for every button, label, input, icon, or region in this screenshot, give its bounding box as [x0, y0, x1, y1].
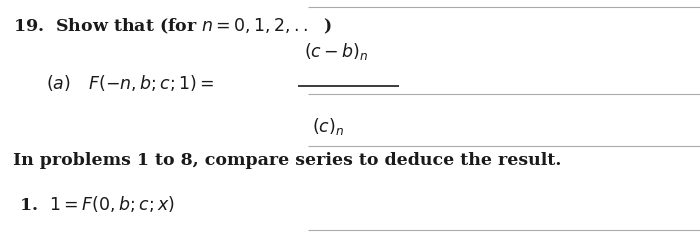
Text: $(a)$   $F(-n, b; c; 1) =$: $(a)$ $F(-n, b; c; 1) =$: [46, 73, 214, 93]
Text: 1.  $1 = F(0, b; c; x)$: 1. $1 = F(0, b; c; x)$: [19, 194, 175, 214]
Text: $(c)_n$: $(c)_n$: [312, 116, 344, 137]
Text: $(c - b)_n$: $(c - b)_n$: [304, 41, 369, 62]
Text: 19.  Show that (for $n = 0, 1, 2, . .$  ): 19. Show that (for $n = 0, 1, 2, . .$ ): [13, 16, 332, 36]
Text: In problems 1 to 8, compare series to deduce the result.: In problems 1 to 8, compare series to de…: [13, 152, 561, 168]
